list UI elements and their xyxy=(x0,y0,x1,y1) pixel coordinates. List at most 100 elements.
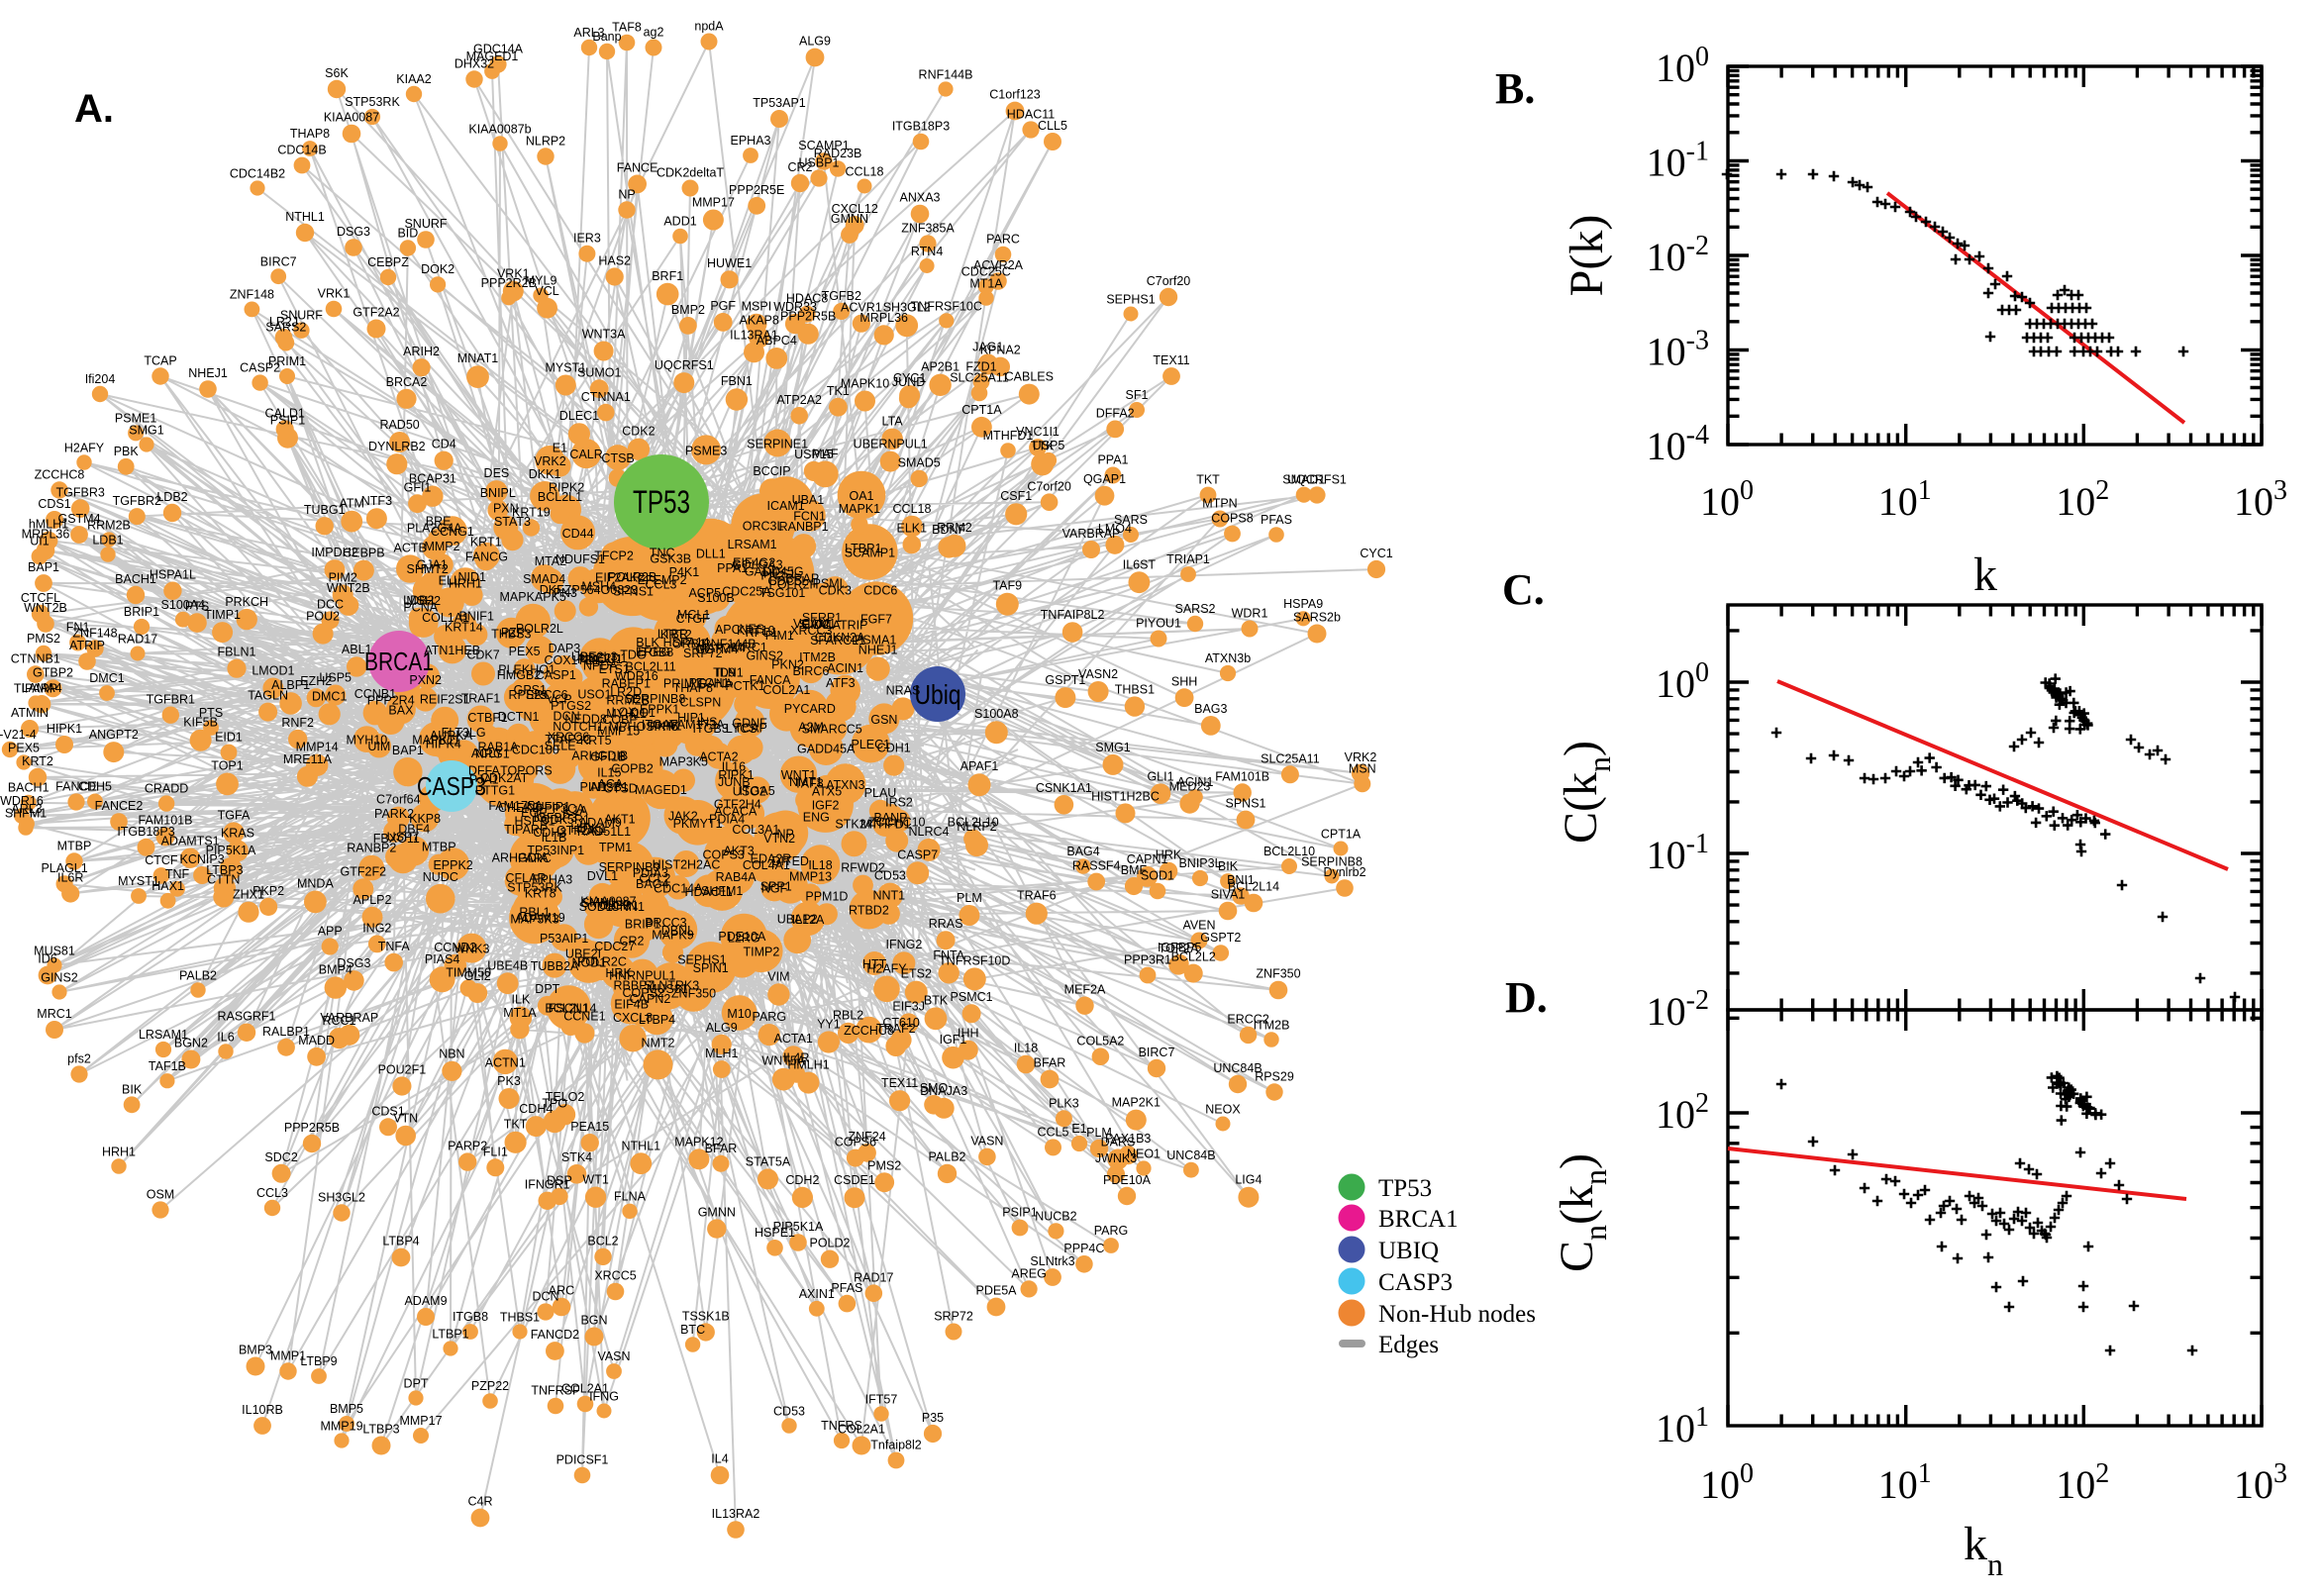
svg-text:ACTA1: ACTA1 xyxy=(774,1032,813,1046)
svg-text:CTBP1: CTBP1 xyxy=(467,711,507,725)
svg-text:VNC1I1: VNC1I1 xyxy=(1016,425,1060,439)
svg-text:PLM: PLM xyxy=(1086,1126,1112,1140)
svg-text:PARG: PARG xyxy=(753,1010,787,1024)
svg-text:TP53AP1: TP53AP1 xyxy=(753,96,806,110)
svg-text:RANBP1: RANBP1 xyxy=(779,520,829,534)
svg-text:PZP: PZP xyxy=(501,626,525,640)
svg-text:TCAP: TCAP xyxy=(735,722,767,736)
svg-text:MRC1: MRC1 xyxy=(732,641,766,654)
svg-text:COPS6: COPS6 xyxy=(835,1136,876,1149)
svg-text:NHEJ1: NHEJ1 xyxy=(858,643,898,656)
svg-text:TAF1B: TAF1B xyxy=(149,1059,186,1073)
svg-text:FAM101B: FAM101B xyxy=(139,814,193,828)
svg-text:THBS3: THBS3 xyxy=(491,627,531,641)
svg-text:GTF2A1: GTF2A1 xyxy=(556,824,603,838)
svg-text:XRCC5: XRCC5 xyxy=(594,1269,636,1283)
svg-text:TP53: TP53 xyxy=(1378,1175,1432,1202)
svg-text:SERPINB8: SERPINB8 xyxy=(1301,855,1363,869)
svg-text:CPT1A: CPT1A xyxy=(961,403,1002,417)
svg-text:ACLY: ACLY xyxy=(471,747,503,760)
svg-text:KCNIP3: KCNIP3 xyxy=(180,852,225,866)
svg-text:IGF2: IGF2 xyxy=(812,799,840,813)
svg-text:FAM101B: FAM101B xyxy=(1215,769,1269,783)
svg-text:RRAS: RRAS xyxy=(929,917,963,931)
svg-text:PTTG1: PTTG1 xyxy=(475,783,515,797)
svg-text:PIAS4: PIAS4 xyxy=(425,952,459,966)
svg-text:EIF3J: EIF3J xyxy=(892,999,925,1013)
svg-text:BCL2L10: BCL2L10 xyxy=(948,816,999,830)
svg-text:CYC1: CYC1 xyxy=(1360,547,1392,560)
svg-text:SHH: SHH xyxy=(1171,674,1197,688)
svg-text:ZNF148: ZNF148 xyxy=(72,626,117,640)
svg-text:RBBP7: RBBP7 xyxy=(614,978,655,992)
svg-text:ABL1: ABL1 xyxy=(342,643,372,656)
svg-text:CDC14A: CDC14A xyxy=(654,881,703,895)
svg-text:PLM: PLM xyxy=(957,891,982,905)
svg-text:C7orf20: C7orf20 xyxy=(1147,274,1191,288)
svg-text:POLR2C: POLR2C xyxy=(577,955,627,969)
svg-text:HDAC8: HDAC8 xyxy=(786,292,828,306)
svg-text:ATP2A2: ATP2A2 xyxy=(776,393,822,407)
svg-text:NUFIP1: NUFIP1 xyxy=(527,800,571,814)
svg-text:DITED: DITED xyxy=(771,854,809,868)
svg-text:A.: A. xyxy=(74,87,114,131)
svg-text:GMNN: GMNN xyxy=(698,1205,736,1219)
svg-text:ADAMTS1: ADAMTS1 xyxy=(161,834,220,848)
svg-text:LTBP1: LTBP1 xyxy=(432,1327,468,1341)
svg-text:IL18: IL18 xyxy=(1014,1042,1038,1055)
svg-text:LTBP4: LTBP4 xyxy=(382,1235,419,1248)
svg-text:MSPI: MSPI xyxy=(742,300,772,314)
svg-text:FANCA: FANCA xyxy=(750,673,791,687)
svg-text:DCN: DCN xyxy=(554,710,580,724)
svg-text:CCNG1: CCNG1 xyxy=(431,525,474,539)
svg-text:PGF: PGF xyxy=(710,299,736,313)
svg-text:BAX: BAX xyxy=(388,703,414,717)
svg-text:LDB1: LDB1 xyxy=(92,533,123,547)
svg-text:HMLH1: HMLH1 xyxy=(787,1058,829,1072)
svg-text:CPT1A: CPT1A xyxy=(1321,828,1362,842)
svg-text:RBL1: RBL1 xyxy=(519,905,550,919)
svg-text:CAPN1: CAPN1 xyxy=(1127,852,1168,866)
svg-text:FLT3LG: FLT3LG xyxy=(442,726,486,740)
svg-text:ACACA: ACACA xyxy=(714,805,758,819)
svg-text:COL1A1: COL1A1 xyxy=(422,611,469,625)
svg-text:LRSAM1: LRSAM1 xyxy=(139,1028,188,1042)
svg-text:ALBP1: ALBP1 xyxy=(271,678,310,692)
svg-text:TNF: TNF xyxy=(165,867,190,881)
svg-text:ZCCHC8: ZCCHC8 xyxy=(35,467,85,481)
svg-text:PALB2: PALB2 xyxy=(929,1150,966,1164)
svg-text:MTPN: MTPN xyxy=(1202,497,1237,511)
svg-text:TEX11: TEX11 xyxy=(1153,353,1189,367)
svg-text:DHX32: DHX32 xyxy=(454,56,494,70)
svg-text:RRM2B: RRM2B xyxy=(87,518,131,532)
svg-text:MEF2A: MEF2A xyxy=(1064,983,1106,997)
svg-text:BCL2L11: BCL2L11 xyxy=(625,659,675,673)
svg-text:RIPK2: RIPK2 xyxy=(549,481,584,495)
svg-text:ag2: ag2 xyxy=(644,26,664,40)
svg-text:SF1: SF1 xyxy=(1126,388,1149,402)
svg-text:LTBR: LTBR xyxy=(657,627,688,641)
svg-text:ERCC2: ERCC2 xyxy=(1227,1013,1268,1027)
svg-text:MYH10: MYH10 xyxy=(347,734,388,748)
svg-text:TNFAIP8L2: TNFAIP8L2 xyxy=(1041,608,1105,622)
svg-text:M10: M10 xyxy=(727,1007,751,1021)
svg-text:NTHL1: NTHL1 xyxy=(622,1139,661,1152)
svg-text:ZNF148: ZNF148 xyxy=(230,287,274,301)
svg-text:USO2: USO2 xyxy=(733,785,766,799)
svg-text:PEX5: PEX5 xyxy=(8,741,40,754)
svg-text:USO1: USO1 xyxy=(577,687,611,701)
svg-text:INS: INS xyxy=(697,715,718,729)
svg-text:GPS1: GPS1 xyxy=(514,683,547,697)
svg-text:CNN1: CNN1 xyxy=(611,900,645,914)
svg-text:TRAF2: TRAF2 xyxy=(876,1022,916,1036)
svg-text:RAD51L1: RAD51L1 xyxy=(577,825,631,839)
svg-text:CASP3: CASP3 xyxy=(1378,1269,1453,1296)
svg-text:MRPL36: MRPL36 xyxy=(22,528,70,542)
svg-text:ICAM1: ICAM1 xyxy=(766,499,804,513)
svg-text:SUMO1: SUMO1 xyxy=(577,365,622,379)
svg-text:GSTM4: GSTM4 xyxy=(695,643,738,656)
svg-text:CHEK2: CHEK2 xyxy=(498,801,540,815)
svg-text:HRH1: HRH1 xyxy=(449,577,482,591)
svg-text:PTGS2: PTGS2 xyxy=(551,699,591,713)
svg-text:UBE2L3: UBE2L3 xyxy=(571,649,618,663)
